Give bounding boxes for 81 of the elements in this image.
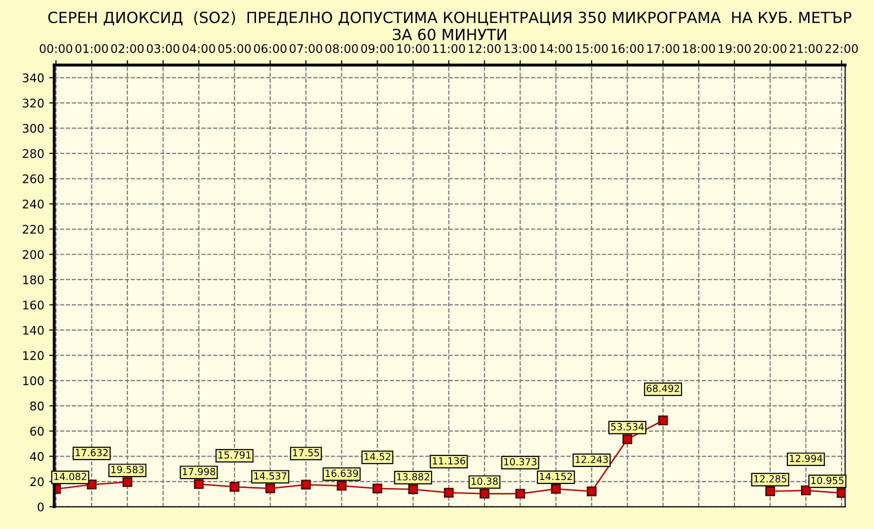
point — [515, 488, 526, 499]
y-tick-label: 220 — [22, 224, 44, 234]
x-tick-label: 18:00 — [683, 44, 715, 54]
point — [301, 480, 311, 490]
x-tick-label: 16:00 — [612, 44, 644, 54]
y-tick-label: 60 — [30, 426, 44, 436]
y-tick-label: 200 — [22, 250, 44, 260]
x-tick-label: 09:00 — [361, 44, 394, 54]
x-tick-label: 03:00 — [146, 44, 180, 54]
data-label: 17.632 — [76, 448, 108, 456]
x-tick-label: 02:00 — [111, 44, 144, 54]
point — [658, 415, 668, 426]
data-label: 10.38 — [472, 478, 498, 485]
x-tick-label: 15:00 — [576, 44, 608, 54]
x-tick-label: 13:00 — [504, 44, 536, 54]
data-label: 19.583 — [111, 466, 144, 474]
data-label: 15.791 — [218, 451, 251, 459]
point — [408, 484, 418, 494]
y-tick-label: 80 — [30, 402, 44, 410]
x-tick-label: 01:00 — [75, 44, 108, 54]
data-label: 12.994 — [790, 454, 822, 462]
x-tick-label: 11:00 — [433, 44, 466, 54]
data-label: 17.998 — [182, 468, 216, 476]
point — [551, 484, 561, 494]
point — [586, 486, 596, 496]
y-tick-label: 180 — [23, 275, 44, 284]
x-tick-label: 05:00 — [218, 44, 251, 54]
point — [265, 484, 276, 494]
point — [230, 482, 240, 492]
data-label: 12.285 — [754, 475, 786, 482]
point — [480, 488, 490, 499]
point — [765, 486, 776, 496]
data-label: 10.373 — [504, 458, 536, 466]
x-tick-label: 08:00 — [325, 44, 358, 54]
point — [801, 486, 811, 496]
x-tick-label: 14:00 — [540, 44, 572, 54]
x-tick-label: 21:00 — [790, 44, 822, 54]
point — [122, 477, 132, 487]
point — [372, 484, 382, 494]
y-tick-label: 260 — [22, 174, 44, 184]
y-tick-label: 300 — [22, 124, 44, 133]
data-label: 53.534 — [611, 423, 644, 430]
x-tick-label: 06:00 — [254, 44, 286, 54]
data-label: 14.52 — [364, 452, 390, 460]
point — [336, 480, 347, 491]
x-tick-label: 00:00 — [40, 44, 72, 54]
y-tick-label: 320 — [22, 98, 44, 108]
y-tick-label: 120 — [23, 351, 44, 360]
y-tick-label: 340 — [22, 73, 44, 82]
x-tick-label: 10:00 — [397, 44, 430, 54]
x-tick-label: 04:00 — [182, 44, 216, 54]
data-label: 12.243 — [576, 456, 608, 464]
y-tick-label: 40 — [30, 452, 44, 461]
data-label: 13.882 — [397, 473, 430, 480]
y-tick-label: 280 — [22, 149, 44, 158]
chart-title: СЕРЕН ДИОКСИД (SO2) ПРЕДЕЛНО ДОПУСТИМА КОНЦЕНТРАЦИЯ 350 МИКРОГРАМА НА КУБ. МЕТЪР ЗА 60 МИНУТИ — [48, 11, 852, 40]
x-tick-label: 17:00 — [647, 44, 680, 54]
x-tick-label: 07:00 — [290, 44, 322, 54]
x-tick-label: 19:00 — [718, 44, 751, 54]
data-label: 17.55 — [293, 449, 320, 456]
data-label: 14.152 — [540, 472, 572, 480]
y-tick-label: 0 — [38, 502, 44, 512]
data-label: 16.639 — [326, 470, 358, 477]
y-tick-label: 160 — [23, 300, 44, 310]
y-tick-label: 20 — [30, 477, 44, 486]
data-label: 14.537 — [254, 472, 286, 480]
data-label: 14.082 — [54, 472, 86, 480]
x-tick-label: 22:00 — [825, 44, 858, 54]
data-label: 11.136 — [432, 457, 466, 464]
point — [622, 434, 632, 444]
data-label: 10.955 — [811, 476, 844, 484]
data-label: 68.492 — [646, 384, 680, 392]
point — [86, 480, 97, 490]
point — [194, 479, 204, 489]
y-tick-label: 140 — [23, 326, 44, 335]
y-tick-label: 100 — [23, 376, 44, 386]
point — [444, 488, 454, 498]
x-tick-label: 20:00 — [754, 44, 786, 54]
point — [836, 488, 846, 498]
y-tick-label: 240 — [22, 200, 44, 209]
x-tick-label: 12:00 — [468, 44, 501, 54]
